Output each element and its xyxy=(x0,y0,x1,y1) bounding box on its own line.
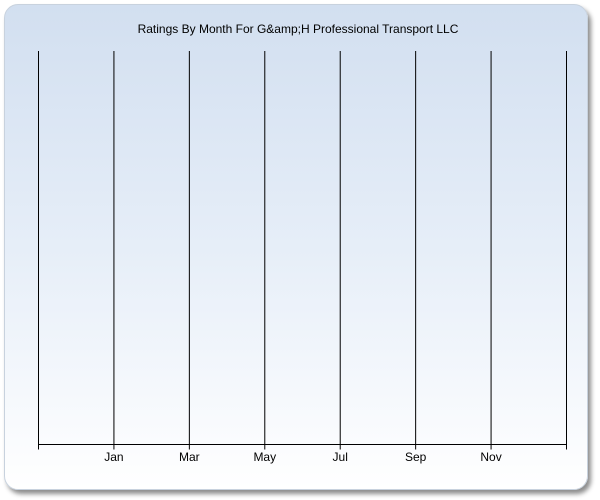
x-tick-label: May xyxy=(253,450,276,464)
x-tick-label: Jul xyxy=(333,450,348,464)
x-tick-label: Jan xyxy=(104,450,123,464)
x-tick-label: Sep xyxy=(405,450,427,464)
x-tick-label: Nov xyxy=(480,450,501,464)
chart-title: Ratings By Month For G&amp;H Professiona… xyxy=(137,22,459,36)
x-tick-label: Mar xyxy=(179,450,200,464)
